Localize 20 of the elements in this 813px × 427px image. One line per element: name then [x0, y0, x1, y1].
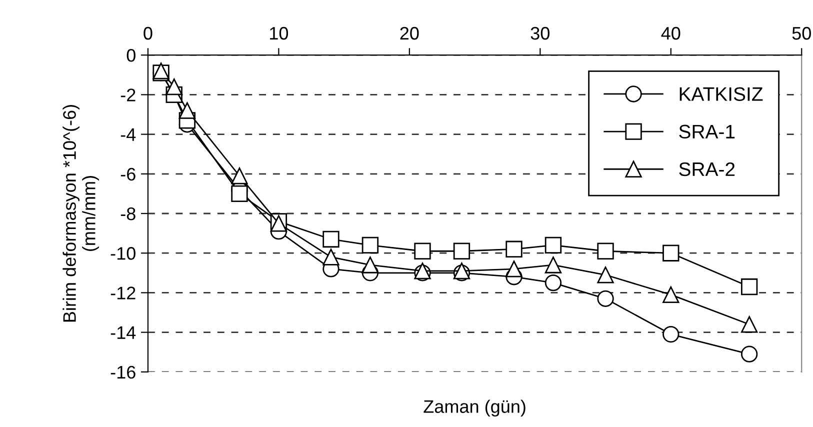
x-tick-label: 40 [661, 26, 680, 40]
legend-label: SRA-1 [679, 124, 735, 139]
y-axis-title: Birim deformasyon *10^(-6) (mm/mm) [62, 105, 99, 322]
y-tick-label: -4 [120, 128, 136, 141]
x-tick-label: 30 [530, 26, 550, 40]
y-tick-label: -16 [110, 366, 136, 379]
x-tick-label: 0 [144, 26, 152, 40]
legend-label: SRA-2 [679, 162, 735, 176]
y-tick-label: -12 [110, 286, 136, 300]
y-tick-label: 0 [126, 49, 136, 62]
y-tick-label: -10 [110, 247, 136, 260]
legend-label: KATKISIZ [680, 87, 763, 101]
y-tick-label: -8 [120, 207, 136, 220]
x-tick-label: 20 [400, 26, 419, 40]
x-tick-label: 50 [792, 26, 811, 40]
x-axis-title: Zaman (gün) [424, 400, 526, 417]
y-tick-label: -6 [120, 168, 136, 181]
x-tick-label: 10 [270, 26, 288, 40]
y-tick-label: -2 [120, 88, 136, 102]
y-tick-label: -14 [110, 326, 136, 339]
